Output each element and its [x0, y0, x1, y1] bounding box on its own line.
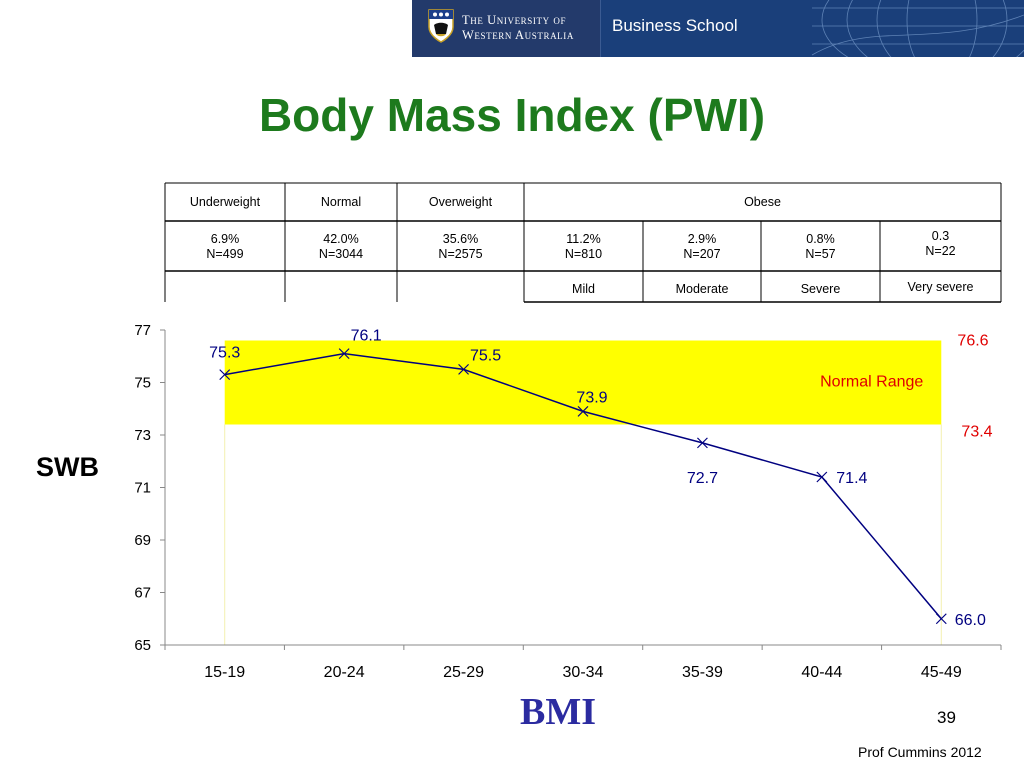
data-point-marker [338, 348, 350, 360]
data-label: 73.9 [576, 389, 607, 406]
y-tick-label: 73 [134, 427, 151, 444]
y-tick-label: 75 [134, 375, 151, 392]
globe-decoration [811, 0, 1024, 57]
data-label: 71.4 [836, 470, 867, 487]
x-tick-label: 25-29 [443, 664, 484, 681]
data-point-marker [458, 363, 469, 375]
normal-range-band [224, 340, 942, 425]
y-tick-label: 69 [134, 532, 151, 549]
normal-range-label: Normal Range [820, 374, 923, 391]
table-cell-pct: 0.8% N=57 [805, 232, 836, 261]
data-label: 75.3 [209, 345, 240, 362]
x-tick-label: 15-19 [204, 664, 245, 681]
table-cell-pct: 2.9% N=207 [683, 232, 721, 261]
table-cell-obese-very-severe: Very severe [907, 280, 974, 294]
data-label: 72.7 [687, 470, 718, 487]
x-tick-label: 40-44 [801, 664, 842, 681]
normal-range-high-label: 76.6 [957, 333, 988, 350]
crest-icon [428, 9, 454, 43]
table-header-underweight: Underweight [189, 195, 261, 209]
table-header-normal: Normal [320, 195, 362, 209]
university-name: The University of Western Australia [462, 13, 574, 42]
y-tick-label: 65 [134, 637, 151, 654]
data-point-marker [935, 613, 947, 625]
data-labels: 75.3 76.1 75.5 73.9 72.7 71.4 66.0 [209, 328, 986, 629]
x-tick-label: 20-24 [324, 664, 365, 681]
data-point-marker [697, 437, 708, 449]
table-cell-pct: 11.2% N=810 [564, 232, 603, 261]
table-cell-obese-moderate: Moderate [675, 282, 729, 296]
data-label: 75.5 [470, 347, 501, 364]
y-tick-label: 67 [134, 585, 151, 602]
school-name: Business School [612, 16, 738, 35]
data-point-marker [219, 369, 231, 381]
data-label: 76.1 [351, 328, 382, 345]
slide-title: Body Mass Index (PWI) [258, 89, 766, 141]
y-tick-label: 77 [134, 322, 151, 339]
table-cell-obese-severe: Severe [800, 282, 841, 296]
table-header-obese: Obese [744, 195, 781, 209]
author-credit: Prof Cummins 2012 [858, 744, 982, 760]
series-markers [219, 348, 947, 625]
university-logo: The University of Western Australia [412, 0, 601, 57]
data-point-marker [816, 471, 828, 483]
x-tick-label: 35-39 [682, 664, 723, 681]
x-axis-title: BMI [520, 691, 596, 733]
x-tick-label: 45-49 [921, 664, 962, 681]
data-point-marker [577, 405, 589, 417]
y-axis-ticks: 65 67 69 71 73 75 77 [134, 322, 165, 654]
table-header-overweight: Overweight [428, 195, 493, 209]
table-cell-pct: 35.6% N=2575 [438, 232, 483, 261]
table-cell-pct: 42.0% N=3044 [318, 232, 364, 261]
x-tick-label: 30-34 [563, 664, 604, 681]
page-number: 39 [937, 708, 956, 727]
table-cell-pct: 6.9% N=499 [206, 232, 244, 261]
table-cell-pct: 0.3 N=22 [925, 229, 956, 258]
header-banner: The University of Western Australia Busi… [412, 0, 1024, 57]
table-cell-obese-mild: Mild [572, 282, 595, 296]
y-axis-title: SWB [36, 452, 99, 482]
data-label: 66.0 [955, 612, 986, 629]
x-axis-ticks: 15-19 20-24 25-29 30-34 35-39 40-44 45-49 [164, 645, 1002, 681]
y-tick-label: 71 [134, 480, 151, 497]
normal-range-low-label: 73.4 [961, 424, 992, 441]
